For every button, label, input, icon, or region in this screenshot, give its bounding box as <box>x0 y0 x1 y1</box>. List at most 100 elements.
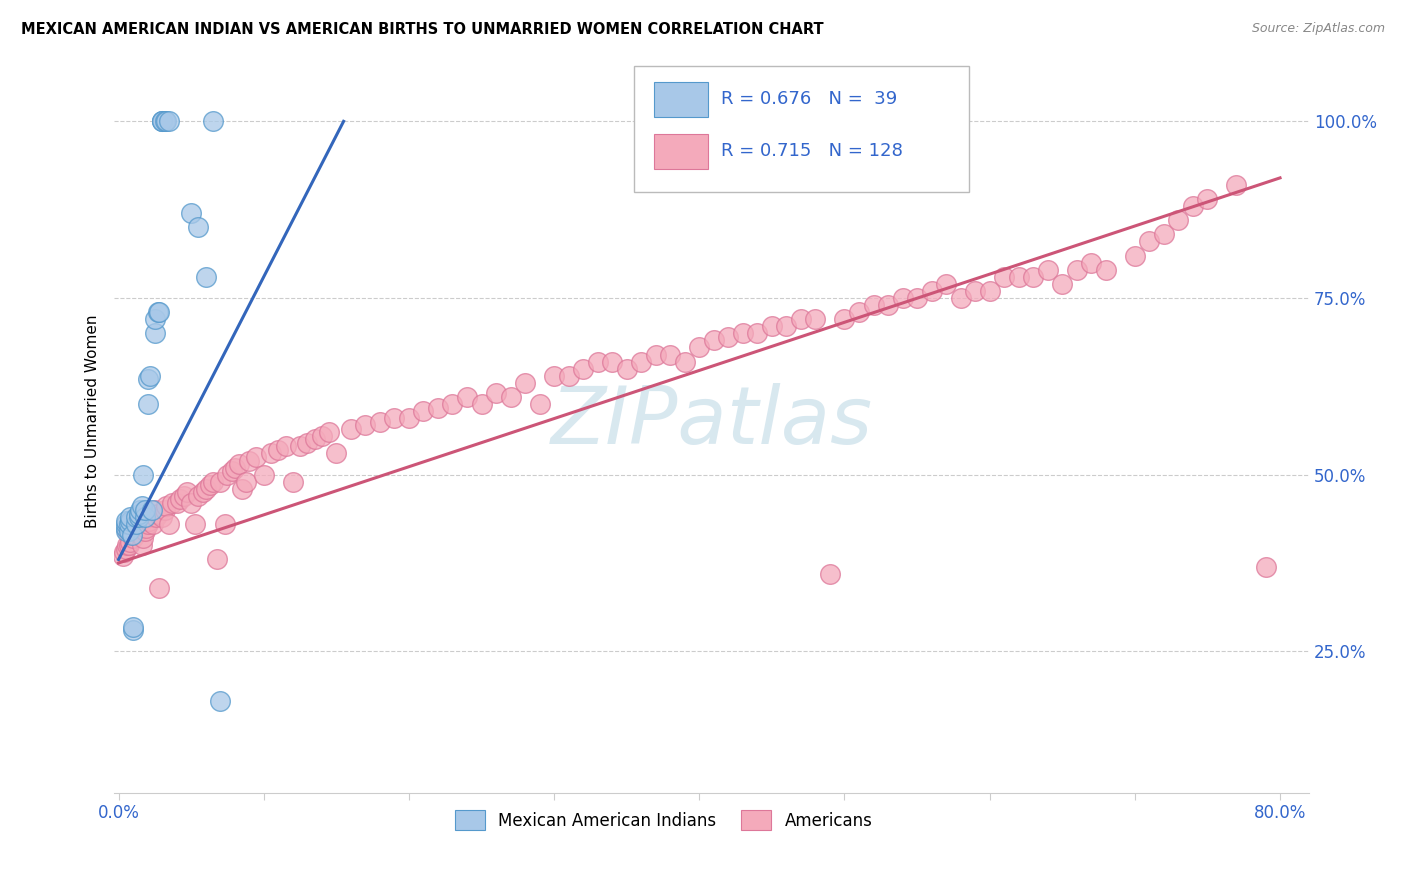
Point <box>111 549 134 563</box>
Point <box>1080 255 1102 269</box>
Point <box>238 453 260 467</box>
Point <box>180 206 202 220</box>
Point <box>384 411 406 425</box>
Point <box>120 510 142 524</box>
Point <box>194 269 217 284</box>
Point <box>117 538 139 552</box>
Point <box>274 439 297 453</box>
Point <box>136 517 159 532</box>
Point <box>162 496 184 510</box>
Point <box>281 475 304 489</box>
Point <box>1181 199 1204 213</box>
Point <box>153 114 176 128</box>
Point <box>834 312 856 326</box>
Point <box>288 439 311 453</box>
Point <box>848 305 870 319</box>
Point <box>120 534 142 549</box>
Point <box>131 500 153 514</box>
Point <box>368 415 391 429</box>
Point <box>134 503 156 517</box>
Point <box>128 507 150 521</box>
Point <box>125 517 148 532</box>
Point <box>470 397 492 411</box>
Point <box>318 425 340 440</box>
Point <box>150 114 173 128</box>
Point <box>114 524 136 539</box>
Point <box>198 478 221 492</box>
Point <box>1123 249 1146 263</box>
Point <box>426 401 449 415</box>
Point <box>1022 269 1045 284</box>
Point <box>1197 192 1219 206</box>
Point <box>965 284 987 298</box>
Point <box>201 114 224 128</box>
Point <box>1008 269 1031 284</box>
Point <box>543 368 565 383</box>
Point <box>143 312 166 326</box>
Point <box>1167 213 1189 227</box>
Point <box>1137 235 1160 249</box>
Point <box>761 319 783 334</box>
Point <box>586 354 609 368</box>
Point <box>155 500 177 514</box>
Point <box>804 312 827 326</box>
Point <box>146 305 169 319</box>
Point <box>153 503 176 517</box>
Point <box>235 475 257 489</box>
Point <box>124 527 146 541</box>
Point <box>139 368 162 383</box>
Point <box>1254 559 1277 574</box>
Point <box>141 507 163 521</box>
Point <box>134 524 156 539</box>
Point <box>311 429 333 443</box>
Point <box>703 334 725 348</box>
Point <box>862 298 884 312</box>
Point <box>659 347 682 361</box>
Point <box>253 467 276 482</box>
Point <box>1153 227 1175 242</box>
Point <box>1036 262 1059 277</box>
Point <box>600 354 623 368</box>
Point <box>1066 262 1088 277</box>
Point <box>441 397 464 411</box>
Point <box>221 464 243 478</box>
Point <box>673 354 696 368</box>
Point <box>121 527 143 541</box>
Y-axis label: Births to Unmarried Women: Births to Unmarried Women <box>86 315 100 528</box>
Point <box>173 489 195 503</box>
Point <box>118 517 141 532</box>
Point <box>150 510 173 524</box>
Point <box>143 503 166 517</box>
Point <box>122 531 145 545</box>
Point <box>120 514 142 528</box>
Point <box>139 510 162 524</box>
FancyBboxPatch shape <box>654 134 709 169</box>
Text: R = 0.715   N = 128: R = 0.715 N = 128 <box>721 142 903 160</box>
Point <box>891 291 914 305</box>
Point <box>157 517 180 532</box>
Point <box>572 361 595 376</box>
Point <box>790 312 813 326</box>
Point <box>187 489 209 503</box>
Point <box>616 361 638 376</box>
Point <box>118 524 141 539</box>
Point <box>529 397 551 411</box>
Point <box>949 291 972 305</box>
Point <box>114 521 136 535</box>
FancyBboxPatch shape <box>634 65 969 192</box>
Point <box>131 538 153 552</box>
Point <box>231 482 253 496</box>
Point <box>121 527 143 541</box>
Point <box>180 496 202 510</box>
Point <box>155 114 177 128</box>
Text: MEXICAN AMERICAN INDIAN VS AMERICAN BIRTHS TO UNMARRIED WOMEN CORRELATION CHART: MEXICAN AMERICAN INDIAN VS AMERICAN BIRT… <box>21 22 824 37</box>
Point <box>456 390 478 404</box>
Point <box>398 411 420 425</box>
Point <box>118 538 141 552</box>
Point <box>194 482 217 496</box>
Point <box>141 503 163 517</box>
Point <box>818 566 841 581</box>
Point <box>260 446 283 460</box>
Point <box>150 114 173 128</box>
Point <box>557 368 579 383</box>
